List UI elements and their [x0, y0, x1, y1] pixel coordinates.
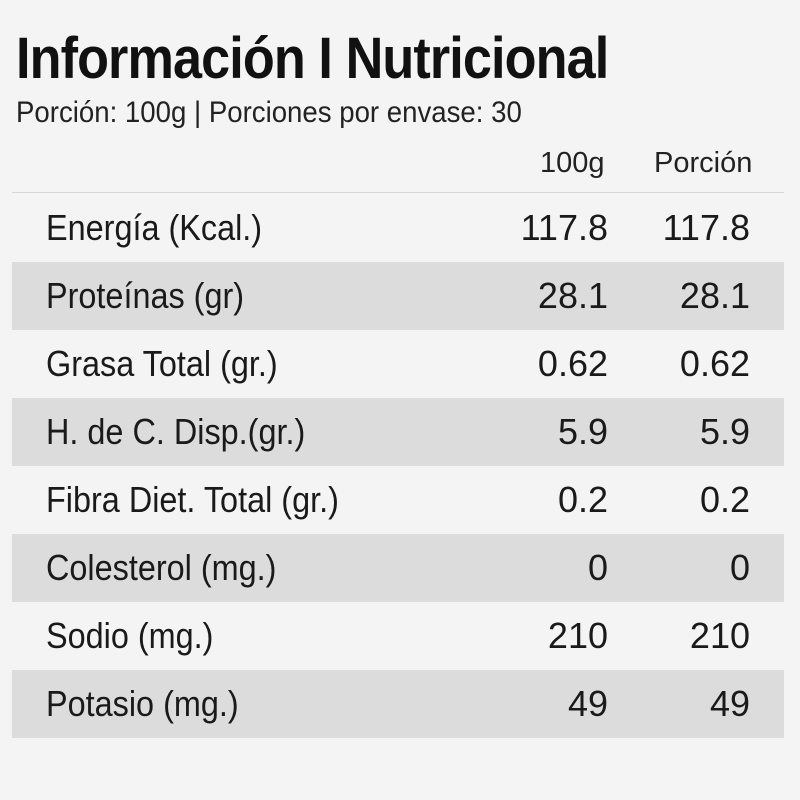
- column-header-100g: 100g: [540, 147, 605, 179]
- serving-info: Porción: 100g | Porciones por envase: 30: [16, 96, 522, 129]
- row-label: Potasio (mg.): [46, 683, 239, 724]
- row-label: Proteínas (gr): [46, 275, 245, 316]
- page-title: Información I Nutricional: [16, 26, 609, 91]
- table-row-hidratos: H. de C. Disp.(gr.) 5.9 5.9: [12, 398, 784, 466]
- table-row-colesterol: Colesterol (mg.) 0 0: [12, 534, 784, 602]
- row-label: H. de C. Disp.(gr.): [46, 411, 306, 452]
- row-value-porcion: 49: [709, 683, 750, 724]
- nutrition-table: Energía (Kcal.) 117.8 117.8 Proteínas (g…: [12, 194, 784, 738]
- table-row-sodio: Sodio (mg.) 210 210: [12, 602, 784, 670]
- row-value-100g: 28.1: [537, 275, 608, 316]
- table-row-proteinas: Proteínas (gr) 28.1 28.1: [12, 262, 784, 330]
- table-row-fibra: Fibra Diet. Total (gr.) 0.2 0.2: [12, 466, 784, 534]
- table-row-energia: Energía (Kcal.) 117.8 117.8: [12, 194, 784, 262]
- row-value-100g: 5.9: [557, 411, 608, 452]
- row-value-porcion: 117.8: [662, 207, 750, 248]
- row-value-100g: 117.8: [520, 207, 608, 248]
- row-value-100g: 0: [587, 547, 608, 588]
- row-value-100g: 0.62: [537, 343, 608, 384]
- row-value-porcion: 28.1: [679, 275, 750, 316]
- row-value-porcion: 0.2: [699, 479, 750, 520]
- row-label: Sodio (mg.): [46, 615, 214, 656]
- row-value-porcion: 0.62: [679, 343, 750, 384]
- row-value-100g: 0.2: [557, 479, 608, 520]
- row-value-100g: 210: [547, 615, 608, 656]
- row-value-porcion: 0: [729, 547, 750, 588]
- row-label: Colesterol (mg.): [46, 547, 277, 588]
- row-value-porcion: 5.9: [699, 411, 750, 452]
- column-header-porcion: Porción: [654, 147, 753, 179]
- table-row-potasio: Potasio (mg.) 49 49: [12, 670, 784, 738]
- row-value-porcion: 210: [689, 615, 750, 656]
- row-label: Fibra Diet. Total (gr.): [46, 479, 339, 520]
- row-value-100g: 49: [567, 683, 608, 724]
- header-divider: [12, 192, 784, 193]
- row-label: Grasa Total (gr.): [46, 343, 278, 384]
- table-row-grasa-total: Grasa Total (gr.) 0.62 0.62: [12, 330, 784, 398]
- row-label: Energía (Kcal.): [46, 207, 263, 248]
